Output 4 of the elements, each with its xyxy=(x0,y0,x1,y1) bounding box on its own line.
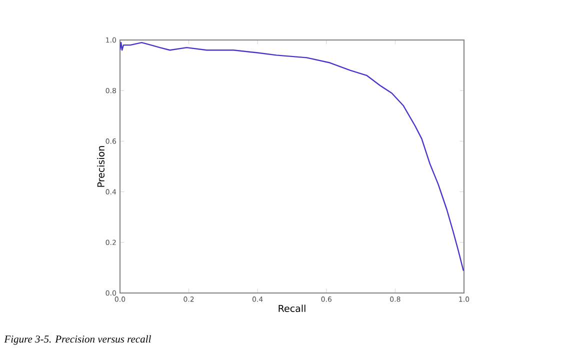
caption: Figure 3-5. Precision versus recall xyxy=(4,335,151,345)
line-series xyxy=(120,42,464,271)
x-axis-title: Recall xyxy=(278,304,306,312)
y-axis-title: Precision xyxy=(97,146,104,187)
